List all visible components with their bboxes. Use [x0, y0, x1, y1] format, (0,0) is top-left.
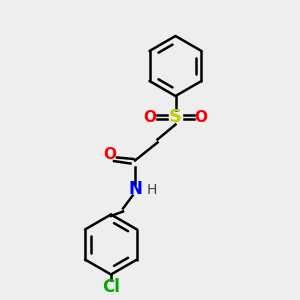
Text: Cl: Cl: [102, 278, 120, 296]
Text: O: O: [103, 147, 116, 162]
Text: O: O: [143, 110, 157, 124]
Text: S: S: [169, 108, 182, 126]
Text: O: O: [194, 110, 208, 124]
Text: H: H: [146, 184, 157, 197]
Text: N: N: [128, 180, 142, 198]
